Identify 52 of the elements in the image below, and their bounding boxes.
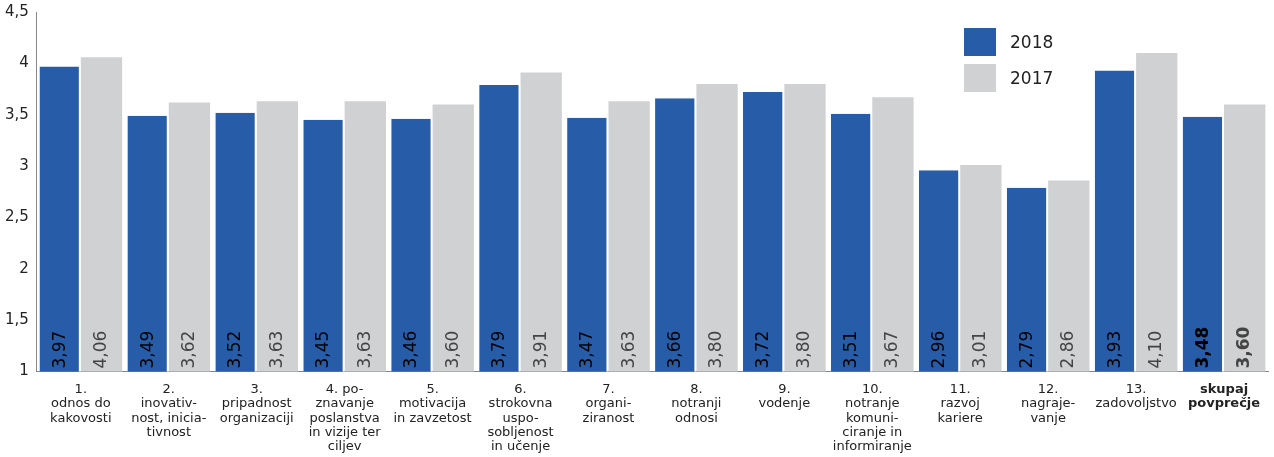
data-label: 3,79 (488, 330, 509, 369)
x-tick-label: 12. nagraje- vanje (1021, 381, 1076, 425)
data-label: 3,49 (136, 330, 157, 369)
x-tick-label: 5. motivacija in zavzetost (393, 381, 472, 425)
x-tick-label: 2. inovativ- nost, inicia- tivnost (131, 381, 207, 439)
y-tick-label: 4 (19, 53, 29, 72)
legend-label: 2017 (1010, 68, 1054, 88)
data-label: 3,97 (48, 330, 69, 369)
y-tick-label: 3,5 (5, 104, 29, 123)
data-label: 4,06 (89, 330, 110, 369)
data-label: 2,96 (927, 330, 948, 369)
x-tick-label: skupaj povprečje (1187, 381, 1261, 411)
data-label: 4,10 (1145, 330, 1166, 369)
data-label: 3,45 (312, 330, 333, 369)
x-tick-label: 3. pripadnost organizaciji (219, 381, 294, 425)
x-tick-label: 7. organi- ziranost (582, 381, 635, 425)
data-label: 3,46 (400, 330, 421, 369)
data-label: 3,51 (840, 330, 861, 369)
x-tick-label: 1. odnos do kakovosti (50, 381, 112, 425)
y-tick-label: 1,5 (5, 310, 29, 329)
x-tick-label: 4. po- znavanje poslanstva in vizije ter ciljev (308, 381, 382, 454)
x-tick-label: 11. razvoj kariere (937, 381, 983, 425)
x-tick-label: 9. vodenje (758, 381, 811, 411)
y-tick-label: 2,5 (5, 207, 29, 226)
data-label: 3,63 (265, 330, 286, 369)
x-tick-label: 6. strokovna uspo- sobljenost in učenje (487, 381, 554, 454)
data-label: 3,01 (969, 330, 990, 369)
data-label: 3,47 (576, 330, 597, 369)
data-label: 3,67 (881, 330, 902, 369)
data-label: 3,60 (1233, 326, 1254, 369)
y-tick-label: 2 (19, 258, 29, 277)
data-label: 3,80 (793, 330, 814, 369)
x-tick-label: 13. zadovoljstvo (1095, 381, 1177, 411)
data-label: 2,79 (1015, 330, 1036, 369)
y-tick-label: 4,5 (5, 1, 29, 20)
x-tick-label: 10. notranje komuni- ciranje in informiranje (832, 381, 912, 454)
y-tick-label: 1 (19, 361, 29, 380)
legend-label: 2018 (1010, 32, 1054, 52)
data-label: 3,63 (353, 330, 374, 369)
data-label: 3,66 (664, 330, 685, 369)
data-label: 3,93 (1103, 330, 1124, 369)
y-tick-label: 3 (19, 155, 29, 174)
data-label: 3,60 (441, 330, 462, 369)
x-tick-label: 8. notranji odnosi (671, 381, 722, 425)
data-label: 3,63 (617, 330, 638, 369)
data-label: 3,91 (529, 330, 550, 369)
data-label: 3,80 (705, 330, 726, 369)
data-label: 3,48 (1191, 326, 1212, 369)
data-label: 3,72 (752, 330, 773, 369)
data-label: 2,86 (1057, 330, 1078, 369)
data-label: 3,62 (177, 330, 198, 369)
data-label: 3,52 (224, 330, 245, 369)
